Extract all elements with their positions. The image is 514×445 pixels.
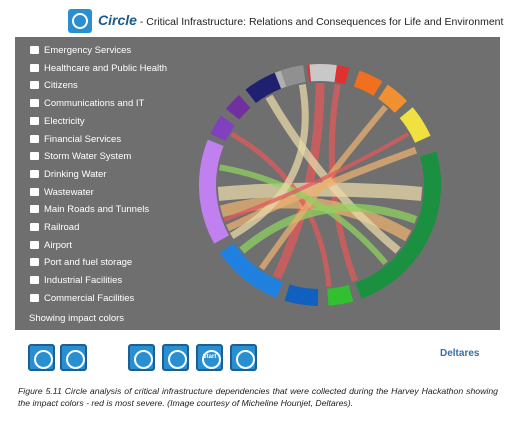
legend-label: Commercial Facilities <box>44 292 135 304</box>
legend-icon <box>30 205 39 214</box>
legend-label: Healthcare and Public Health <box>44 62 168 74</box>
chord <box>272 82 325 280</box>
app-name: Circle <box>98 12 137 28</box>
legend-item: Communications and IT <box>30 98 144 109</box>
ring-segment <box>284 284 319 306</box>
legend-label: Financial Services <box>44 133 122 145</box>
legend-icon <box>30 276 39 285</box>
figure-caption: Figure 5.11 Circle analysis of critical … <box>18 386 498 408</box>
ring-segment <box>280 65 306 87</box>
chord-diagram <box>199 64 441 306</box>
legend-item: Healthcare and Public Health <box>30 63 167 74</box>
ring-segment <box>355 151 441 299</box>
legend-item: Emergency Services <box>30 45 131 56</box>
toolbar-button[interactable] <box>162 344 189 371</box>
legend-label: Communications and IT <box>44 98 145 110</box>
ring-segment <box>353 70 383 96</box>
main-panel: Emergency Services Healthcare and Public … <box>15 37 500 330</box>
chord <box>259 104 388 271</box>
start-button[interactable]: Start <box>196 344 223 371</box>
toolbar-button[interactable] <box>128 344 155 371</box>
legend-label: Storm Water System <box>44 151 132 163</box>
ring-segment <box>219 243 283 298</box>
legend-item: Storm Water System <box>30 151 131 162</box>
chord <box>223 132 410 222</box>
legend-label: Industrial Facilities <box>44 275 123 287</box>
ring-segment <box>199 139 230 244</box>
legend-icon <box>30 293 39 302</box>
legend-label: Drinking Water <box>44 168 107 180</box>
legend-icon <box>30 240 39 249</box>
legend-icon <box>30 99 39 108</box>
legend-icon <box>30 46 39 54</box>
legend-icon <box>30 116 39 125</box>
header-title: Circle - Critical Infrastructure: Relati… <box>98 12 503 28</box>
legend-icon <box>30 169 39 178</box>
ring-segment <box>245 72 282 104</box>
legend-label: Wastewater <box>44 186 94 198</box>
legend-item: Industrial Facilities <box>30 275 122 286</box>
legend-item: Port and fuel storage <box>30 257 132 268</box>
legend-label: Port and fuel storage <box>44 257 133 269</box>
legend-label: Airport <box>44 239 72 251</box>
status-text: Showing impact colors <box>29 313 125 324</box>
ring-segment <box>225 95 251 120</box>
button-label: Start <box>202 354 217 360</box>
legend-label: Main Roads and Tunnels <box>44 204 150 216</box>
ring-segment <box>210 115 235 142</box>
legend-icon <box>30 152 39 161</box>
legend-item: Financial Services <box>30 134 121 145</box>
toolbar-button[interactable] <box>60 344 87 371</box>
legend-label: Electricity <box>44 115 85 127</box>
legend-label: Emergency Services <box>44 45 132 56</box>
legend-icon <box>30 223 39 231</box>
legend-item: Main Roads and Tunnels <box>30 204 149 215</box>
legend-icon <box>30 63 39 72</box>
legend-icon <box>30 134 39 143</box>
legend-item: Railroad <box>30 222 79 233</box>
app-logo <box>68 9 92 33</box>
legend-item: Citizens <box>30 80 78 91</box>
legend-item: Airport <box>30 240 72 251</box>
toolbar-button[interactable] <box>230 344 257 371</box>
legend-icon <box>30 81 39 90</box>
ring-segment <box>378 84 408 113</box>
ring-segment <box>399 107 431 143</box>
legend-item: Drinking Water <box>30 169 106 180</box>
toolbar-button[interactable] <box>28 344 55 371</box>
legend-item: Wastewater <box>30 187 94 198</box>
legend-label: Railroad <box>44 222 80 233</box>
ring-segment <box>309 64 337 83</box>
legend-item: Commercial Facilities <box>30 293 134 304</box>
app-subtitle: - Critical Infrastructure: Relations and… <box>139 16 504 28</box>
chord <box>219 164 388 266</box>
legend-item: Electricity <box>30 116 85 127</box>
deltares-logo: Deltares <box>440 348 480 359</box>
legend-label: Citizens <box>44 80 78 92</box>
chord <box>229 83 309 240</box>
legend-icon <box>30 187 39 196</box>
ring-segment <box>327 284 354 306</box>
legend-icon <box>30 258 39 267</box>
